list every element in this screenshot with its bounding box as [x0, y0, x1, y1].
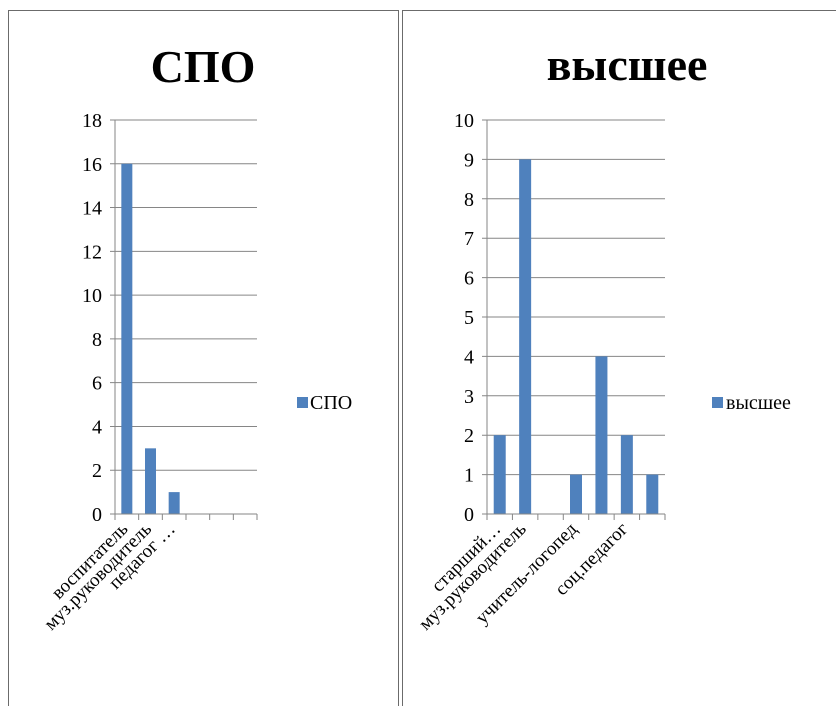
chart-title: высшее — [547, 39, 708, 90]
bar — [595, 356, 608, 514]
axes — [110, 120, 258, 520]
y-tick-label: 4 — [464, 346, 474, 368]
x-tick-labels: воспитательмуз.руководительпедагог … — [40, 518, 179, 634]
bar — [620, 435, 633, 514]
gridlines — [110, 119, 257, 471]
axes — [482, 120, 666, 520]
y-tick-label: 6 — [92, 373, 102, 395]
y-tick-label: 18 — [82, 110, 102, 132]
y-tick-label: 8 — [464, 189, 474, 211]
y-tick-label: 3 — [464, 386, 474, 408]
legend-swatch — [712, 397, 723, 408]
y-tick-label: 9 — [464, 149, 474, 171]
legend-label: СПО — [310, 392, 352, 414]
bar — [168, 492, 180, 514]
legend: высшее — [712, 392, 791, 414]
bars — [121, 163, 180, 514]
x-tick-label: муз.руководитель — [40, 518, 156, 634]
bar — [493, 435, 506, 514]
bar — [121, 163, 133, 514]
y-tick-label: 5 — [464, 307, 474, 329]
chart-vysshee: высшее 0 1 2 3 4 5 6 7 8 9 10 старший…муз.руководи… — [415, 39, 791, 635]
y-tick-label: 12 — [82, 241, 102, 263]
y-tick-label: 0 — [92, 504, 102, 526]
y-tick-labels: 0 2 4 6 8 10 12 14 16 18 — [82, 110, 102, 526]
bar — [570, 474, 582, 514]
y-tick-label: 2 — [464, 425, 474, 447]
y-tick-label: 10 — [82, 285, 102, 307]
legend-label: высшее — [726, 392, 791, 414]
gridlines — [482, 119, 665, 476]
panel-frames — [8, 10, 836, 706]
chart-spo: СПО 0 2 4 6 8 10 12 14 16 18 воспитательмуз.руков… — [40, 41, 352, 635]
legend-swatch — [297, 397, 308, 408]
x-tick-labels: старший…муз.руководительучитель-логопедс… — [415, 518, 633, 634]
y-tick-label: 7 — [464, 228, 474, 250]
y-tick-label: 2 — [92, 460, 102, 482]
y-tick-label: 14 — [82, 198, 102, 220]
y-tick-label: 16 — [82, 154, 102, 176]
y-tick-label: 6 — [464, 268, 474, 290]
y-tick-label: 8 — [92, 329, 102, 351]
y-tick-label: 10 — [454, 110, 474, 132]
legend: СПО — [297, 392, 352, 414]
y-tick-label: 1 — [464, 465, 474, 487]
bar — [519, 159, 532, 514]
bar — [145, 448, 156, 514]
y-tick-label: 0 — [464, 504, 474, 526]
bars — [493, 159, 659, 514]
bar — [646, 474, 659, 514]
chart-title: СПО — [151, 41, 256, 92]
y-tick-label: 4 — [92, 416, 102, 438]
y-tick-labels: 0 1 2 3 4 5 6 7 8 9 10 — [454, 110, 474, 526]
